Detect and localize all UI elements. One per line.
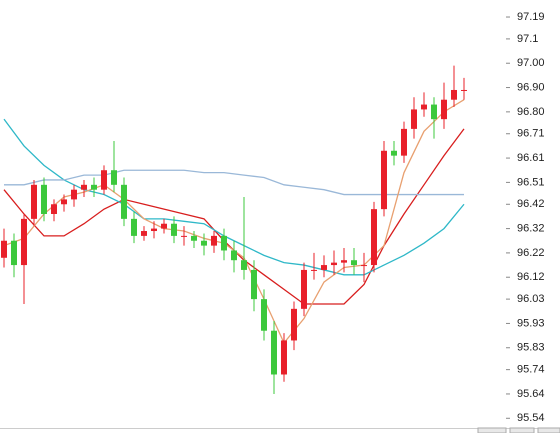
scroll-box[interactable] (509, 427, 535, 433)
candle-body (401, 128, 407, 156)
candle-body (311, 269, 317, 271)
candle-body (11, 240, 17, 266)
candle-body (41, 184, 47, 214)
candle-body (261, 299, 267, 331)
candle-body (201, 240, 207, 246)
candle-body (61, 199, 67, 205)
candle-body (271, 330, 277, 375)
candle-body (291, 308, 297, 341)
candle-body (221, 235, 227, 251)
candle-body (181, 235, 187, 237)
candle-body (191, 235, 197, 241)
candle-body (361, 265, 367, 267)
candle-body (441, 99, 447, 120)
candle-body (81, 184, 87, 190)
candle-body (71, 189, 77, 200)
candle-body (91, 184, 97, 190)
candle-body (31, 184, 37, 219)
y-tick-label: 95.54 (517, 412, 545, 424)
candle-body (21, 218, 27, 266)
y-tick-label: 97.19 (517, 11, 545, 23)
candle-body (121, 184, 127, 219)
y-tick-label: 96.12 (517, 271, 545, 283)
y-tick-label: 96.61 (517, 152, 545, 164)
moving-average (4, 169, 464, 196)
scroll-box[interactable] (477, 427, 507, 433)
candle-body (151, 228, 157, 232)
candle-body (281, 340, 287, 375)
candle-body (231, 250, 237, 261)
candle-body (211, 235, 217, 246)
candle-body (411, 109, 417, 129)
scroll-box[interactable] (537, 427, 560, 433)
y-tick-label: 96.42 (517, 198, 545, 210)
y-tick-label: 96.32 (517, 222, 545, 234)
y-tick-label: 95.93 (517, 317, 545, 329)
y-tick-label: 95.64 (517, 388, 545, 400)
candle-body (171, 223, 177, 236)
candle-body (111, 170, 117, 185)
candle-body (251, 269, 257, 300)
y-tick-label: 97.00 (517, 57, 545, 69)
candle-body (161, 223, 167, 229)
candle-body (341, 260, 347, 263)
candle-body (141, 231, 147, 236)
candle-body (321, 265, 327, 270)
candle-body (351, 260, 357, 266)
candle-body (421, 104, 427, 110)
y-tick-label: 96.51 (517, 176, 545, 188)
candle-body (451, 89, 457, 100)
y-tick-label: 96.03 (517, 293, 545, 305)
y-tick-label: 96.22 (517, 247, 545, 259)
candle-body (241, 260, 247, 270)
candle-body (461, 89, 467, 91)
y-tick-label: 96.90 (517, 81, 545, 93)
y-tick-label: 97.1 (517, 33, 538, 45)
candle-body (391, 150, 397, 156)
candle-body (331, 262, 337, 266)
y-tick-label: 95.74 (517, 364, 545, 376)
y-tick-label: 95.83 (517, 342, 545, 354)
candle-body (1, 240, 7, 258)
candle-body (51, 204, 57, 214)
candle-body (371, 209, 377, 266)
y-tick-label: 96.80 (517, 106, 545, 118)
candle-body (431, 104, 437, 120)
y-tick-label: 96.71 (517, 128, 545, 140)
candle-body (381, 150, 387, 210)
candle-body (101, 170, 107, 190)
candle-body (131, 218, 137, 236)
candle-body (301, 269, 307, 309)
